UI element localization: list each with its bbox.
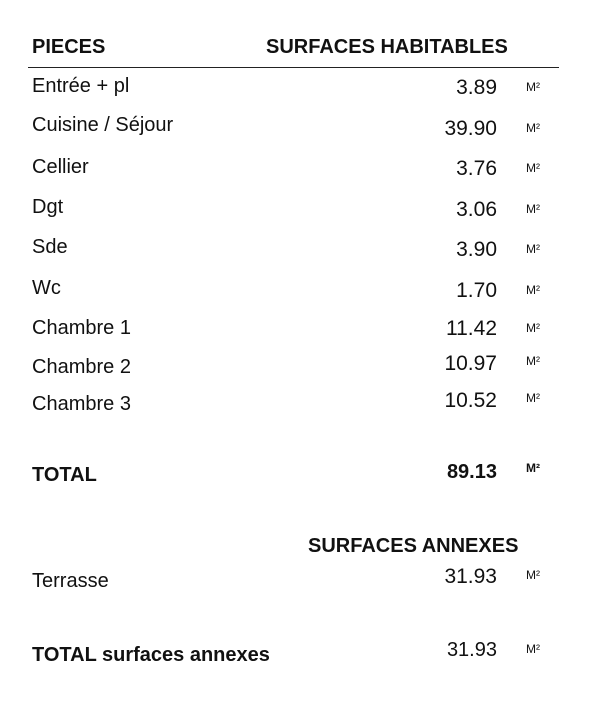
room-name: Chambre 1	[32, 317, 131, 339]
room-unit: M²	[526, 283, 540, 297]
room-unit: M²	[526, 391, 540, 405]
room-name: Sde	[32, 236, 68, 258]
annex-area: 31.93	[444, 565, 497, 588]
annex-unit: M²	[526, 568, 540, 582]
room-unit: M²	[526, 354, 540, 368]
room-area: 39.90	[444, 117, 497, 140]
room-name: Wc	[32, 277, 61, 299]
header-divider	[28, 67, 559, 68]
room-area: 3.76	[456, 157, 497, 180]
total-label: TOTAL	[32, 464, 97, 486]
room-area: 3.90	[456, 238, 497, 261]
room-unit: M²	[526, 202, 540, 216]
room-area: 10.52	[444, 389, 497, 412]
total-unit: M²	[526, 461, 540, 475]
room-unit: M²	[526, 321, 540, 335]
annex-name: Terrasse	[32, 570, 109, 592]
total-area: 89.13	[446, 461, 497, 483]
annex-total-label: TOTAL surfaces annexes	[32, 644, 270, 666]
room-unit: M²	[526, 80, 540, 94]
surfaces-annexes-header: SURFACES ANNEXES	[308, 535, 519, 557]
annex-total-area: 31.93	[446, 639, 497, 661]
room-name: Cellier	[32, 156, 89, 178]
room-area: 10.97	[444, 352, 497, 375]
pieces-header: PIECES	[32, 36, 106, 58]
room-name: Chambre 3	[32, 393, 131, 415]
room-area: 11.42	[446, 317, 497, 340]
room-name: Cuisine / Séjour	[32, 114, 174, 136]
room-name: Chambre 2	[32, 356, 131, 378]
room-unit: M²	[526, 161, 540, 175]
room-area: 1.70	[456, 279, 497, 302]
room-area: 3.89	[456, 76, 497, 99]
surfaces-habitables-header: SURFACES HABITABLES	[266, 36, 508, 58]
room-unit: M²	[526, 121, 540, 135]
room-unit: M²	[526, 242, 540, 256]
room-name: Dgt	[32, 196, 64, 218]
room-name: Entrée + pl	[32, 75, 130, 97]
annex-total-unit: M²	[526, 642, 540, 656]
room-area: 3.06	[456, 198, 497, 221]
